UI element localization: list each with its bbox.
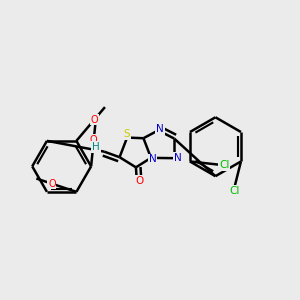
Text: N: N	[174, 153, 182, 163]
Text: Cl: Cl	[219, 160, 230, 170]
Text: N: N	[156, 124, 164, 134]
Text: O: O	[48, 179, 56, 189]
Text: H: H	[92, 142, 100, 152]
Text: S: S	[123, 129, 130, 139]
Text: Cl: Cl	[229, 186, 240, 196]
Text: O: O	[135, 176, 144, 186]
Text: O: O	[91, 115, 98, 124]
Text: N: N	[149, 154, 157, 164]
Text: O: O	[90, 135, 98, 145]
